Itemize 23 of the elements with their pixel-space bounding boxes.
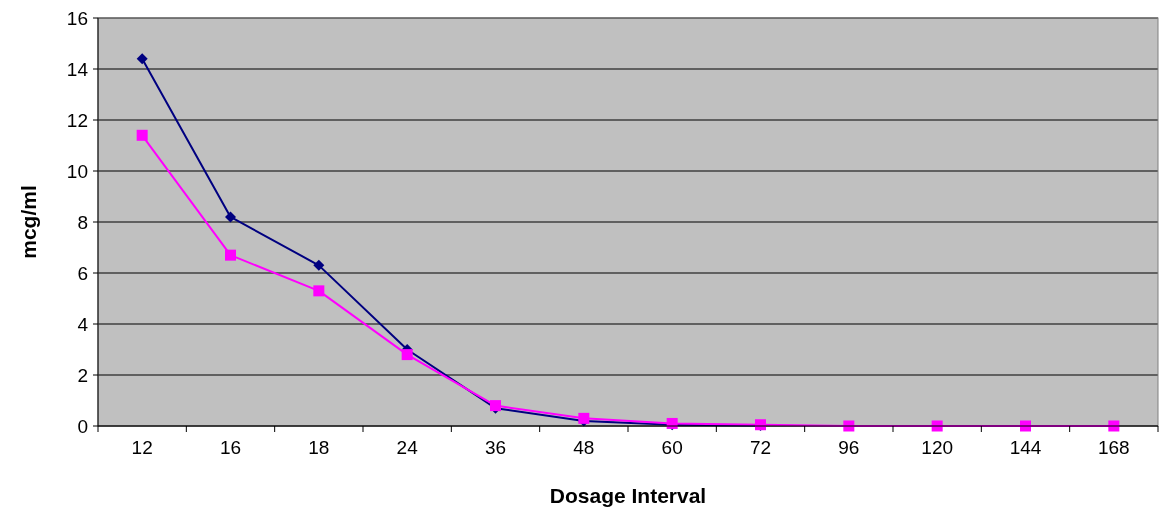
y-tick-label: 14	[66, 58, 89, 80]
x-tick-label: 36	[484, 437, 507, 458]
y-axis-title: mcg/ml	[17, 185, 40, 259]
y-tick-label: 12	[66, 109, 88, 131]
x-tick-label: 168	[1097, 437, 1130, 458]
y-tick-label: 0	[77, 415, 88, 437]
y-tick-label: 2	[77, 364, 88, 386]
y-tick-label: 10	[66, 160, 88, 182]
x-tick-label: 12	[131, 437, 153, 458]
y-tick-label: 4	[77, 313, 89, 335]
x-tick-label: 18	[308, 437, 330, 458]
y-tick-label: 8	[77, 211, 88, 233]
x-tick-label: 24	[396, 437, 419, 458]
x-tick-label: 120	[921, 437, 954, 458]
x-tick-label: 72	[749, 437, 772, 458]
y-tick-label: 16	[66, 7, 88, 29]
x-axis-title: Dosage Interval	[549, 484, 707, 507]
x-tick-label: 60	[661, 437, 683, 458]
x-tick-label: 144	[1009, 437, 1042, 458]
y-tick-label: 6	[77, 262, 88, 284]
x-tick-label: 16	[219, 437, 242, 458]
x-tick-label: 48	[573, 437, 595, 458]
x-tick-label: 96	[838, 437, 860, 458]
